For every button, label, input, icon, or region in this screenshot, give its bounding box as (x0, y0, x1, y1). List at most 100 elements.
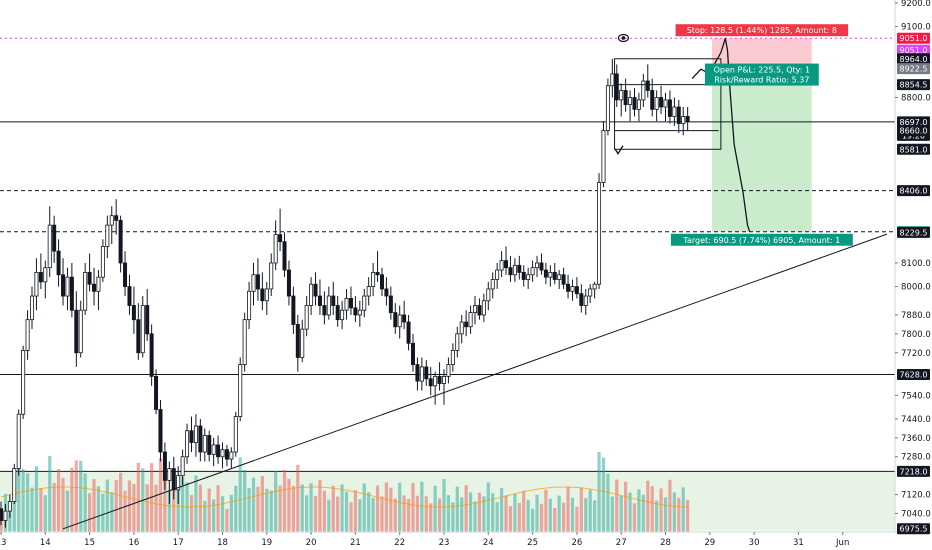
candle[interactable] (468, 305, 473, 334)
candle[interactable] (597, 173, 602, 289)
candle[interactable] (224, 444, 229, 467)
candle[interactable] (672, 97, 677, 126)
candle[interactable] (592, 281, 597, 299)
candle[interactable] (663, 92, 668, 122)
candle[interactable] (455, 326, 460, 358)
candle[interactable] (317, 279, 322, 315)
candle[interactable] (676, 99, 681, 133)
candle[interactable] (21, 345, 26, 419)
candle[interactable] (185, 423, 190, 464)
candle[interactable] (25, 310, 30, 360)
candle[interactable] (415, 357, 420, 391)
candle[interactable] (16, 409, 21, 476)
candle[interactable] (424, 359, 429, 386)
candle[interactable] (433, 371, 438, 405)
candle[interactable] (437, 362, 442, 391)
candle[interactable] (570, 279, 575, 301)
candle[interactable] (304, 296, 309, 337)
candle[interactable] (419, 357, 424, 391)
candle[interactable] (140, 296, 145, 358)
candle[interactable] (0, 501, 4, 526)
candle[interactable] (375, 251, 380, 282)
candle[interactable] (384, 277, 389, 306)
candle[interactable] (344, 288, 349, 320)
candle[interactable] (109, 206, 114, 245)
candle[interactable] (526, 267, 531, 289)
candle[interactable] (490, 272, 495, 299)
candle[interactable] (65, 267, 70, 311)
candle[interactable] (229, 447, 234, 469)
candle[interactable] (539, 253, 544, 275)
candle[interactable] (477, 298, 482, 320)
candle[interactable] (393, 303, 398, 334)
candle[interactable] (300, 319, 305, 363)
candle[interactable] (504, 246, 509, 275)
candle[interactable] (286, 260, 291, 306)
candle[interactable] (167, 461, 172, 505)
candle[interactable] (552, 262, 557, 285)
candle[interactable] (402, 300, 407, 330)
candle[interactable] (486, 281, 491, 311)
candle[interactable] (69, 262, 74, 318)
candle[interactable] (379, 267, 384, 297)
candle[interactable] (450, 343, 455, 372)
candle[interactable] (667, 90, 672, 124)
candle[interactable] (251, 262, 256, 306)
candle[interactable] (441, 369, 446, 405)
candle[interactable] (362, 288, 367, 318)
candle[interactable] (508, 255, 513, 282)
candle[interactable] (331, 281, 336, 315)
candle[interactable] (530, 260, 535, 282)
candle[interactable] (309, 277, 314, 315)
candle[interactable] (388, 286, 393, 320)
candle[interactable] (357, 300, 362, 327)
candle[interactable] (588, 284, 593, 304)
candle[interactable] (269, 253, 274, 297)
candle[interactable] (371, 262, 376, 297)
candle[interactable] (517, 255, 522, 280)
candle[interactable] (260, 272, 265, 311)
candle[interactable] (428, 366, 433, 396)
candle[interactable] (619, 83, 624, 117)
candle[interactable] (154, 369, 159, 415)
candle[interactable] (566, 274, 571, 299)
candle[interactable] (220, 442, 225, 469)
candle[interactable] (92, 267, 97, 306)
candle[interactable] (131, 286, 136, 334)
candle[interactable] (193, 414, 198, 457)
candle[interactable] (176, 466, 181, 505)
candle[interactable] (74, 291, 79, 367)
candle[interactable] (548, 265, 553, 287)
candle[interactable] (561, 267, 566, 289)
candle[interactable] (233, 411, 238, 457)
candle[interactable] (273, 220, 278, 271)
candle[interactable] (12, 463, 17, 505)
candle[interactable] (295, 314, 300, 372)
candle[interactable] (162, 442, 167, 490)
candle[interactable] (623, 78, 628, 112)
candle[interactable] (326, 286, 331, 320)
candle[interactable] (614, 64, 619, 107)
candle[interactable] (7, 494, 12, 519)
candle[interactable] (105, 215, 110, 259)
candle[interactable] (38, 253, 43, 289)
candle[interactable] (583, 288, 588, 315)
candle[interactable] (83, 262, 88, 315)
candle[interactable] (348, 286, 353, 315)
candle[interactable] (628, 90, 633, 122)
candle[interactable] (282, 232, 287, 278)
candle[interactable] (100, 239, 105, 282)
candle[interactable] (255, 258, 260, 301)
candle[interactable] (499, 251, 504, 278)
candle[interactable] (96, 270, 101, 311)
candle[interactable] (47, 206, 52, 278)
candle[interactable] (654, 90, 659, 122)
candle[interactable] (645, 64, 650, 98)
candle[interactable] (198, 418, 203, 462)
candle[interactable] (632, 88, 637, 117)
candle[interactable] (685, 106, 690, 131)
candle[interactable] (659, 85, 664, 115)
candle[interactable] (366, 277, 371, 306)
candle[interactable] (127, 274, 132, 315)
